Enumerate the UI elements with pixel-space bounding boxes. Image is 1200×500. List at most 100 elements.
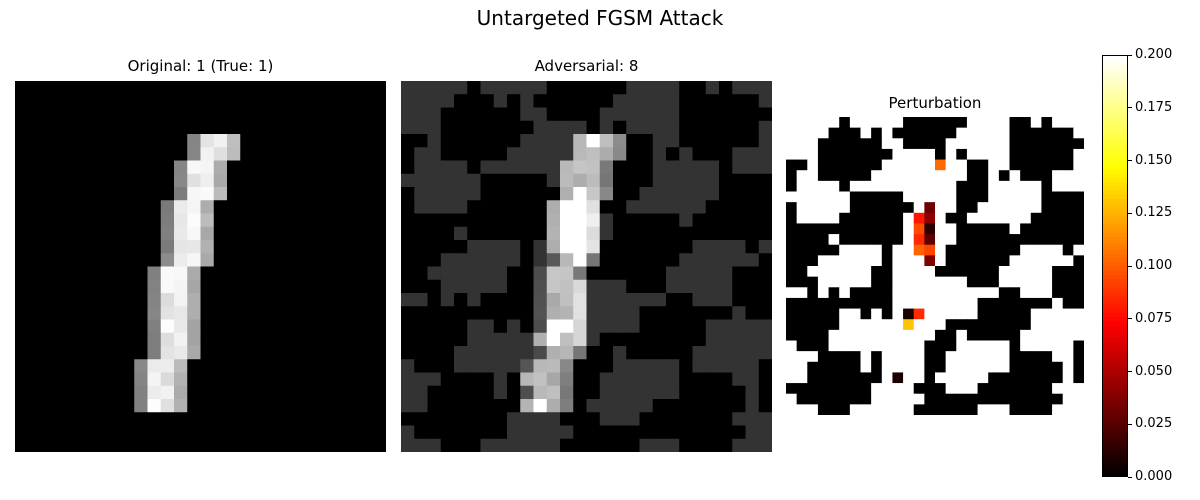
perturbation-pixel [1020,170,1032,182]
original-pixel [359,306,374,321]
original-pixel [107,226,122,241]
original-pixel [134,293,149,307]
original-pixel [174,438,188,452]
original-pixel [41,200,56,215]
original-pixel [227,359,241,374]
perturbation-pixel [1052,372,1064,384]
adversarial-pixel [732,147,747,162]
adversarial-pixel [560,107,574,122]
colorbar-segment [1102,135,1128,140]
perturbation-pixel [1020,351,1032,363]
colorbar-segment [1102,244,1128,250]
adversarial-pixel [440,385,455,400]
adversarial-pixel [679,306,694,321]
original-pixel [319,319,334,334]
perturbation-pixel [807,297,819,310]
adversarial-pixel [454,160,468,175]
adversarial-pixel [467,293,482,307]
perturbation-pixel [1062,223,1074,235]
original-pixel [15,399,29,413]
original-pixel [28,94,43,109]
adversarial-pixel [520,412,535,427]
perturbation-pixel [786,329,798,342]
perturbation-pixel [945,234,957,246]
adversarial-pixel [493,173,508,188]
perturbation-pixel [998,138,1011,150]
perturbation-pixel [1062,191,1074,203]
perturbation-pixel [839,297,851,310]
adversarial-pixel [533,240,548,254]
perturbation-pixel [945,223,957,235]
adversarial-pixel [440,306,455,321]
adversarial-pixel [546,81,561,95]
adversarial-pixel [692,147,707,162]
perturbation-pixel [1073,287,1084,299]
original-pixel [15,107,29,122]
adversarial-pixel [546,438,561,452]
perturbation-pixel [966,319,979,331]
perturbation-pixel [881,287,894,299]
adversarial-pixel [573,372,588,387]
perturbation-pixel [1073,244,1084,256]
colorbar-segment [1102,392,1128,398]
perturbation-pixel [945,191,957,203]
perturbation-pixel [1062,372,1074,384]
adversarial-pixel [652,253,667,268]
perturbation-pixel [924,138,936,150]
perturbation-pixel [988,372,1000,384]
adversarial-pixel [401,147,415,162]
original-pixel [306,134,321,148]
perturbation-pixel [945,159,957,171]
perturbation-pixel [1020,159,1032,171]
perturbation-pixel [1041,319,1053,331]
original-pixel [134,94,149,109]
perturbation-pixel [1041,266,1053,278]
perturbation-pixel [892,383,904,395]
perturbation-pixel [1041,202,1053,214]
adversarial-pixel [520,438,535,452]
adversarial-pixel [652,412,667,427]
original-pixel [15,187,29,201]
perturbation-pixel [881,372,894,384]
adversarial-pixel [666,160,680,175]
adversarial-pixel [414,412,429,427]
adversarial-pixel [719,147,733,162]
original-pixel [306,173,321,188]
perturbation-pixel [871,170,883,182]
perturbation-pixel [913,180,925,193]
adversarial-pixel [719,266,733,281]
perturbation-pixel [1009,223,1021,235]
original-pixel [187,266,202,281]
adversarial-pixel [626,187,641,201]
original-pixel [359,359,374,374]
adversarial-pixel [758,438,772,452]
perturbation-pixel [839,266,851,278]
adversarial-pixel [613,107,627,122]
adversarial-pixel [613,226,627,241]
original-pixel [266,399,281,413]
adversarial-pixel [507,425,521,440]
perturbation-pixel [839,308,851,320]
perturbation-pixel [988,148,1000,161]
perturbation-pixel [817,393,830,405]
adversarial-pixel [626,385,641,400]
adversarial-pixel [705,332,720,347]
perturbation-pixel [935,319,947,331]
adversarial-pixel [480,107,495,122]
original-pixel [187,372,202,387]
adversarial-pixel [493,187,508,201]
adversarial-pixel [758,279,772,294]
original-pixel [81,160,96,175]
adversarial-pixel [745,240,760,254]
original-pixel [293,160,308,175]
perturbation-pixel [977,393,989,405]
original-pixel [160,147,175,162]
perturbation-pixel [998,329,1011,342]
perturbation-pixel [881,244,894,256]
original-pixel [147,213,162,228]
original-pixel [293,438,308,452]
original-pixel [333,319,347,334]
perturbation-pixel [892,287,904,299]
adversarial-pixel [586,412,601,427]
perturbation-pixel [849,212,862,225]
